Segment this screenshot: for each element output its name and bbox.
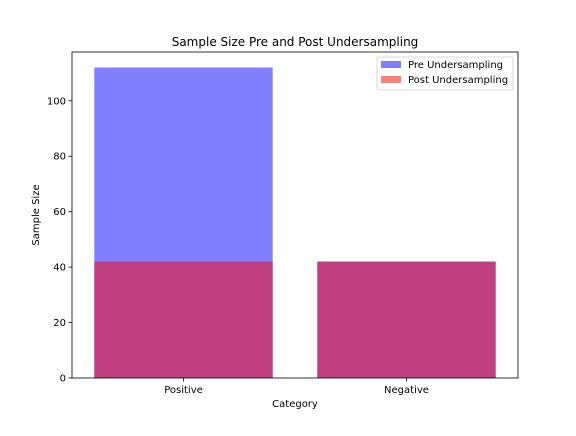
legend-label-pre: Pre Undersampling bbox=[408, 60, 503, 71]
y-tick-label: 40 bbox=[53, 263, 66, 274]
legend: Pre Undersampling Post Undersampling bbox=[376, 56, 514, 91]
bar-post-positive bbox=[94, 261, 273, 378]
legend-swatch-post bbox=[381, 76, 401, 83]
legend-swatch-pre bbox=[381, 61, 401, 68]
x-tick-label-positive: Positive bbox=[164, 385, 203, 396]
bar-post-negative bbox=[317, 261, 496, 378]
x-tick-label-negative: Negative bbox=[384, 385, 429, 396]
plot-area: 0 20 40 60 80 100 Positive Negative bbox=[47, 51, 519, 396]
y-tick-label: 100 bbox=[47, 96, 66, 107]
y-tick-label: 80 bbox=[53, 152, 66, 163]
y-tick-label: 0 bbox=[60, 374, 66, 385]
legend-box bbox=[376, 56, 514, 91]
y-tick-label: 20 bbox=[53, 318, 66, 329]
legend-label-post: Post Undersampling bbox=[408, 75, 508, 86]
y-axis-label: Sample Size bbox=[31, 184, 42, 245]
axes-frame bbox=[71, 51, 519, 379]
chart-title: Sample Size Pre and Post Undersampling bbox=[172, 35, 419, 49]
y-tick-label: 60 bbox=[53, 207, 66, 218]
x-axis-label: Category bbox=[272, 399, 318, 410]
